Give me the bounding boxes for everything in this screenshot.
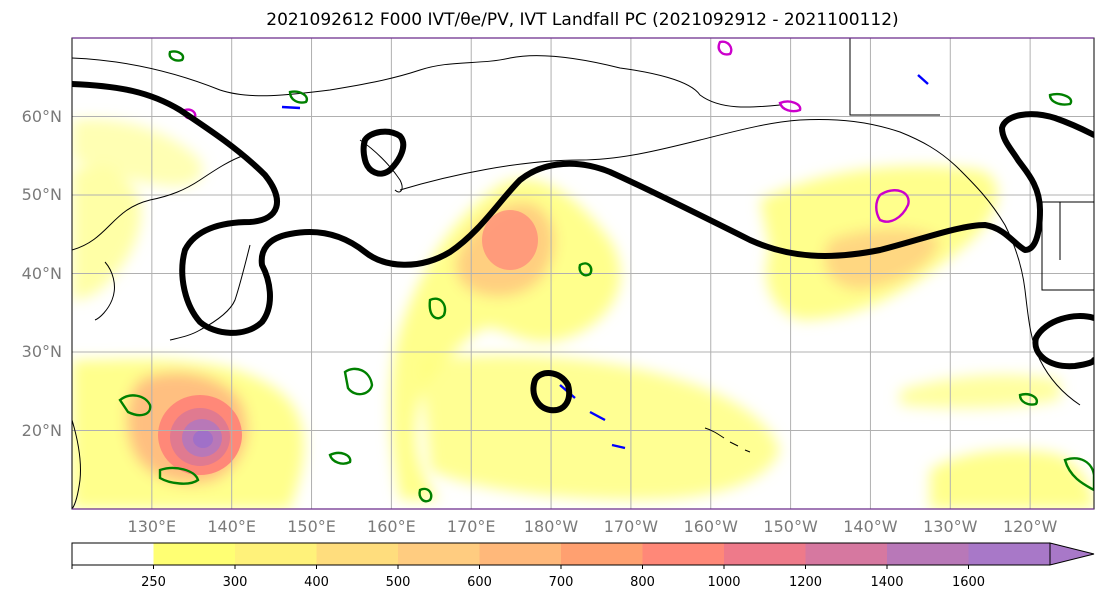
pv-contour-magenta (778, 100, 802, 113)
colorbar-segment (72, 543, 154, 565)
theta-e-contour (343, 367, 374, 396)
ivt-region-central (390, 179, 621, 500)
colorbar-tick-label: 1200 (788, 575, 823, 590)
colorbar-extend-arrow (1049, 542, 1095, 566)
colorbar-segment (805, 543, 888, 565)
longitude-label: 140°E (207, 517, 257, 536)
latitude-label: 50°N (21, 185, 62, 204)
longitude-label: 160°E (367, 517, 416, 536)
colorbar-segment (887, 543, 969, 565)
theta-e-contour (118, 394, 152, 417)
theta-e-contour (288, 90, 309, 104)
latitude-label: 40°N (21, 263, 62, 283)
colorbar-tick-label: 1400 (870, 575, 904, 590)
colorbar-tick-label: 800 (630, 575, 655, 590)
theta-e-contour (158, 466, 200, 485)
longitude-label: 180°W (523, 517, 579, 536)
colorbar-segment (398, 543, 480, 565)
colorbar-segment (235, 543, 317, 565)
latitude-label: 20°N (21, 420, 62, 440)
theta-e-contour (1048, 93, 1073, 106)
theta-e-contour (578, 262, 593, 277)
theta-e-contour (328, 451, 352, 465)
jet-contours (72, 81, 1094, 414)
coast-korea (94, 261, 115, 321)
colorbar-tick-label: 500 (385, 575, 411, 590)
coast-hawaii (704, 427, 751, 453)
colorbar-segment (968, 543, 1051, 565)
colorbar-segment (153, 543, 236, 565)
ivt-region-subtropical-band (420, 355, 780, 500)
typhoon-eye (193, 430, 213, 448)
colorbar-tick-label: 250 (141, 575, 166, 590)
coast-aleutians (399, 119, 801, 191)
pv-contour-magenta (875, 189, 910, 223)
colorbar-tick-label: 400 (304, 575, 329, 590)
pv-contours (183, 40, 929, 450)
theta-e-contour (428, 297, 447, 320)
pv-contour-magenta (717, 40, 733, 56)
coast-kamchatka (359, 139, 403, 193)
latitude-label: 30°N (21, 342, 62, 361)
coast-east-asia (72, 154, 246, 251)
longitude-label: 130°W (923, 517, 978, 536)
coastlines (72, 55, 1081, 509)
colorbar-tick-label: 1600 (951, 575, 986, 590)
longitude-label: 170°E (446, 517, 496, 536)
ivt-cores (158, 210, 538, 475)
ivt-region-east-subtropics (900, 374, 1060, 409)
pv-contour-blue (281, 105, 301, 110)
theta-e-contour (168, 50, 185, 62)
colorbar-tick-label: 600 (467, 575, 492, 590)
border-states (1041, 202, 1094, 291)
jet-contour-east-loop (1032, 313, 1094, 370)
longitude-label: 130°E (127, 517, 177, 536)
colorbar-tick-label: 300 (222, 575, 248, 590)
longitude-label: 170°W (603, 517, 659, 536)
coast-philippines (72, 419, 81, 509)
theta-e-contours (118, 50, 1094, 503)
coast-siberia (72, 55, 781, 108)
border-canada-us-west (849, 38, 940, 116)
jet-contour-main (72, 81, 1094, 336)
longitude-label: 160°W (683, 517, 738, 536)
longitude-label: 150°W (763, 517, 818, 536)
jet-contour-kamchatka-loop (360, 128, 407, 177)
theta-e-contour (418, 487, 433, 503)
ivt-region-japan-sea (72, 166, 141, 300)
longitude-label: 140°W (843, 517, 898, 536)
longitude-label: 120°W (1002, 517, 1058, 536)
figure-title: 2021092612 F000 IVT/θe/PV, IVT Landfall … (266, 10, 899, 30)
coast-alaska (799, 119, 961, 171)
longitude-label: 150°E (287, 517, 336, 536)
theta-e-contour (1063, 457, 1094, 492)
pv-contour-blue (917, 74, 929, 85)
colorbar-segment (561, 543, 643, 565)
colorbar-segment (316, 543, 399, 565)
colorbar-tick-label: 700 (548, 575, 574, 590)
coast-north-america (959, 169, 1081, 406)
jet-contour-subtropical-loop (530, 370, 572, 414)
political-borders (849, 38, 1094, 291)
coast-japan (169, 244, 251, 341)
theta-e-contour (1018, 393, 1039, 406)
ivt-region-southeast (930, 450, 1094, 509)
colorbar-tick-label: 1000 (707, 575, 741, 590)
colorbar-segment (642, 543, 725, 565)
graticule (72, 38, 1094, 509)
colorbar (71, 542, 1095, 569)
ivt-core-central-inner (482, 210, 538, 270)
latitude-label: 60°N (21, 106, 62, 126)
colorbar-segment (479, 543, 562, 565)
colorbar-segment (724, 543, 806, 565)
ivt-region-kamchatka (72, 119, 203, 187)
